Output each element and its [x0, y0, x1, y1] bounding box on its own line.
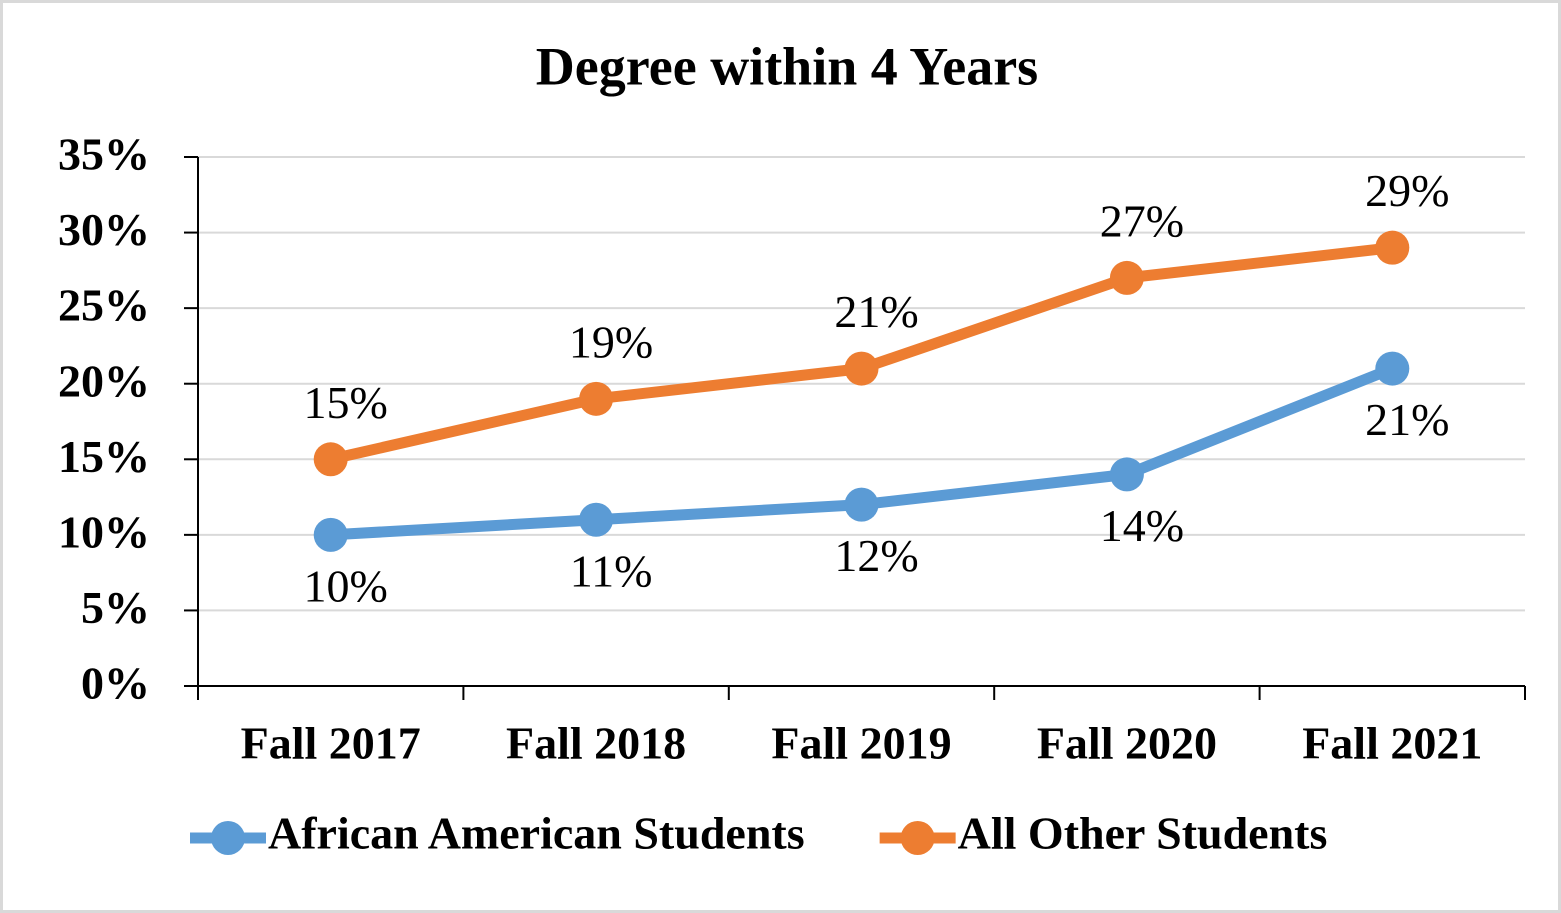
- x-tick-label: Fall 2020: [1037, 718, 1217, 769]
- y-tick-label: 15%: [58, 431, 150, 482]
- y-tick-label: 10%: [58, 506, 150, 557]
- data-label: 29%: [1365, 165, 1449, 216]
- chart-title: Degree within 4 Years: [536, 36, 1038, 96]
- x-tick-label: Fall 2017: [241, 718, 421, 769]
- y-tick-label: 20%: [58, 355, 150, 406]
- legend-label: All Other Students: [958, 808, 1328, 859]
- series-marker: [313, 442, 348, 477]
- series-marker: [844, 351, 879, 386]
- data-label: 27%: [1100, 195, 1184, 246]
- legend-marker: [900, 821, 935, 855]
- series-marker: [579, 381, 614, 416]
- y-tick-label: 35%: [58, 129, 150, 180]
- data-label: 14%: [1100, 500, 1184, 551]
- y-tick-label: 0%: [81, 658, 150, 709]
- series-marker: [313, 517, 348, 552]
- series-marker: [1375, 230, 1410, 265]
- legend-marker: [211, 821, 245, 855]
- data-label: 10%: [304, 560, 388, 611]
- x-tick-label: Fall 2021: [1302, 718, 1482, 769]
- series-marker: [1109, 457, 1144, 492]
- series-marker: [1375, 351, 1410, 386]
- data-label: 21%: [1365, 394, 1449, 445]
- x-tick-label: Fall 2018: [506, 718, 686, 769]
- data-label: 21%: [834, 286, 918, 337]
- series-marker: [579, 502, 614, 537]
- data-label: 19%: [569, 316, 653, 367]
- data-label: 12%: [834, 530, 918, 581]
- y-tick-label: 25%: [58, 280, 150, 331]
- data-label: 11%: [570, 545, 653, 596]
- x-tick-label: Fall 2019: [771, 718, 951, 769]
- series-marker: [1109, 260, 1144, 295]
- y-tick-label: 30%: [58, 204, 150, 255]
- data-label: 15%: [304, 377, 388, 428]
- y-tick-label: 5%: [81, 582, 150, 633]
- legend-label: African American Students: [268, 808, 805, 859]
- series-marker: [844, 487, 879, 522]
